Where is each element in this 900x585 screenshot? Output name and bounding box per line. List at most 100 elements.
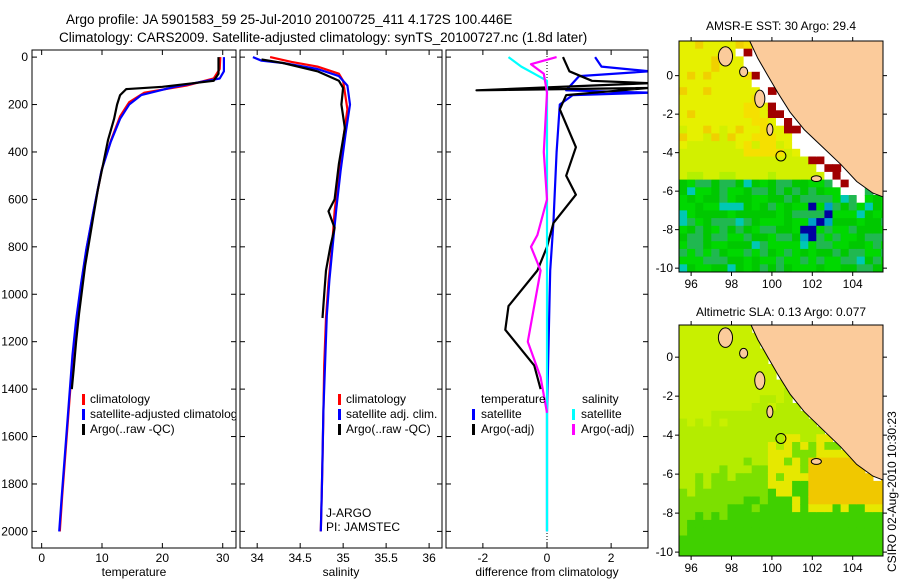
footer-timestamp: CSIRO 02-Aug-2010 10:30:23 (885, 411, 899, 572)
island (766, 123, 774, 136)
x-tick-label: 2 (608, 551, 615, 565)
x-tick-label: 30 (216, 551, 230, 565)
y-tick-label: -8 (662, 506, 673, 520)
axes-frame (239, 49, 443, 549)
legend-label: climatology (90, 392, 150, 406)
y-tick-label: -2 (662, 107, 673, 121)
legend-swatch (82, 394, 85, 405)
land-sumatra (749, 41, 883, 198)
legend-swatch (338, 409, 341, 420)
sla-map-panel: Altimetric SLA: 0.13 Argo: 0.077 96 98 100 1… (656, 305, 887, 575)
y-tick-label: -10 (656, 545, 674, 559)
y-tick-label: 0 (666, 350, 673, 364)
y-tick-label: -10 (656, 261, 674, 275)
x-tick-label: 34 (251, 551, 265, 565)
x-axis-label: difference from climatology (475, 565, 618, 579)
difference-series (475, 50, 648, 548)
temperature-line-1 (58, 57, 225, 532)
legend-header-salinity: salinity (582, 392, 619, 406)
x-tick-label: 35 (336, 551, 350, 565)
map-frame (678, 324, 884, 557)
y-tick-label: 1800 (1, 477, 28, 491)
figure-title-line1: Argo profile: JA 5901583_59 25-Jul-2010 … (66, 12, 512, 27)
legend-header-temperature: temperature (481, 392, 546, 406)
y-tick-label: 1000 (1, 287, 28, 301)
axes-frame (31, 49, 237, 549)
temperature-series (58, 57, 225, 532)
y-tick-label: -4 (662, 146, 673, 160)
sst-map-panel: AMSR-E SST: 30 Argo: 29.4 96 98 100 102 104 0 -… (656, 19, 887, 291)
legend-label: Argo(-adj) (481, 422, 534, 436)
figure-title-line2: Climatology: CARS2009. Satellite-adjuste… (59, 30, 587, 45)
legend-swatch (472, 424, 475, 435)
legend-swatch (338, 394, 341, 405)
argo-float-marker (775, 432, 787, 444)
y-tick-label: -4 (662, 428, 673, 442)
x-tick-label: 36 (422, 551, 436, 565)
legend-label: satellite (481, 407, 522, 421)
island (739, 347, 749, 359)
legend-label: climatology (346, 392, 406, 406)
island (754, 371, 766, 390)
difference-line-2 (507, 56, 549, 532)
legend-label: Argo(-adj) (581, 422, 634, 436)
map-frame (678, 40, 884, 273)
x-tick-label: 98 (725, 561, 739, 575)
x-tick-label: 100 (762, 277, 782, 291)
y-tick-label: -6 (662, 184, 673, 198)
y-tick-label: 0 (21, 50, 28, 64)
salinity-series (252, 56, 352, 532)
temperature-line-0 (58, 57, 222, 532)
y-tick-label: 0 (666, 69, 673, 83)
legend-label: satellite-adjusted climatology (90, 407, 243, 421)
sst-map-cells (679, 41, 883, 272)
x-tick-label: 96 (684, 561, 698, 575)
y-tick-label: -8 (662, 223, 673, 237)
y-tick-label: -2 (662, 389, 673, 403)
y-tick-label: 1200 (1, 335, 28, 349)
land-sumatra (750, 325, 883, 481)
island (717, 327, 734, 348)
annotation-pi: PI: JAMSTEC (326, 520, 400, 534)
x-tick-label: 104 (843, 561, 863, 575)
x-tick-label: 96 (684, 277, 698, 291)
y-tick-label: 2000 (1, 524, 28, 538)
island (754, 89, 766, 108)
y-tick-label: 600 (8, 192, 28, 206)
x-axis-label: salinity (323, 565, 360, 579)
x-tick-label: 20 (156, 551, 170, 565)
x-tick-label: 104 (843, 277, 863, 291)
argo-float-marker (775, 150, 787, 162)
x-tick-label: 98 (725, 277, 739, 291)
map-title: AMSR-E SST: 30 Argo: 29.4 (706, 19, 856, 33)
x-tick-label: 102 (802, 561, 822, 575)
legend-label: satellite (581, 407, 622, 421)
salinity-line-1 (252, 56, 352, 532)
legend-swatch (338, 424, 341, 435)
y-tick-label: 1400 (1, 382, 28, 396)
x-tick-label: 100 (762, 561, 782, 575)
legend-swatch (82, 424, 85, 435)
island (810, 458, 822, 465)
y-tick-label: 400 (8, 145, 28, 159)
sla-map-cells (679, 325, 883, 556)
x-tick-label: 35.5 (374, 551, 398, 565)
temperature-line-2 (70, 57, 220, 390)
legend-swatch (572, 424, 575, 435)
map-title: Altimetric SLA: 0.13 Argo: 0.077 (696, 305, 866, 319)
legend-swatch (82, 409, 85, 420)
y-tick-label: 800 (8, 240, 28, 254)
x-axis-label: temperature (102, 565, 167, 579)
legend-swatch (572, 409, 575, 420)
x-tick-label: 0 (38, 551, 45, 565)
salinity-panel: 34 34.5 35 35.5 36 salinity climatologysatelli… (239, 49, 443, 579)
island (739, 66, 749, 78)
y-tick-label: -6 (662, 467, 673, 481)
difference-line-1 (475, 56, 648, 390)
annotation-project: J-ARGO (326, 506, 371, 520)
salinity-line-2 (261, 58, 346, 319)
